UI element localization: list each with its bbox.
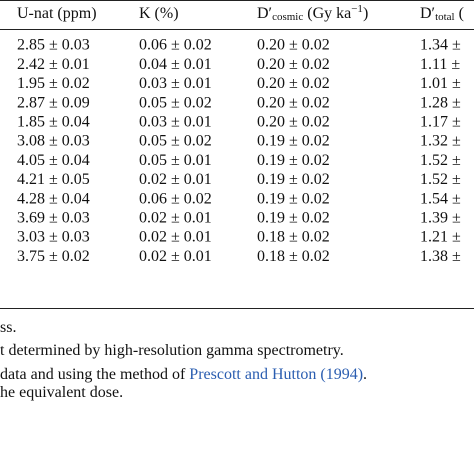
text-run: data and using the method of (0, 366, 189, 383)
table-cell: 0.19 ± 0.02 (257, 152, 330, 169)
footnote: data and using the method of Prescott an… (0, 366, 367, 383)
table-cell: 0.02 ± 0.01 (139, 171, 212, 188)
table-cell: 1.21 ± (420, 229, 461, 246)
table-cell: 0.20 ± 0.02 (257, 94, 330, 111)
subscript: total (435, 11, 455, 23)
table-cell: 1.54 ± (420, 190, 461, 207)
table-cell: 0.02 ± 0.01 (139, 229, 212, 246)
text-run: ss. (0, 319, 16, 336)
table-cell: 0.20 ± 0.02 (257, 56, 330, 73)
table-cell: 0.19 ± 0.02 (257, 133, 330, 150)
table-cell: 1.38 ± (420, 248, 461, 265)
table-cell: 1.85 ± 0.04 (17, 113, 90, 130)
table-cell: 0.19 ± 0.02 (257, 171, 330, 188)
text-run: t determined by high-resolution gamma sp… (0, 342, 344, 359)
table-cell: 1.34 ± (420, 37, 461, 54)
footnote: he equivalent dose. (0, 384, 123, 401)
table-cell: 3.75 ± 0.02 (17, 248, 90, 265)
table-cell: 0.20 ± 0.02 (257, 75, 330, 92)
superscript: −1 (351, 3, 363, 15)
table-cell: 1.39 ± (420, 209, 461, 226)
table-cell: 0.03 ± 0.01 (139, 113, 212, 130)
text-run: K (%) (139, 5, 179, 22)
table-cell: 1.11 ± (420, 56, 460, 73)
subscript: cosmic (272, 11, 303, 23)
table-cell: 1.32 ± (420, 133, 461, 150)
table-cell: 0.04 ± 0.01 (139, 56, 212, 73)
text-run: . (363, 366, 367, 383)
table-cell: 1.52 ± (420, 152, 461, 169)
table-cell: 3.03 ± 0.03 (17, 229, 90, 246)
table-cell: 0.20 ± 0.02 (257, 37, 330, 54)
table-cell: 2.85 ± 0.03 (17, 37, 90, 54)
column-header: U-nat (ppm) (17, 5, 97, 22)
text-run: D′ (257, 5, 272, 22)
table-cell: 1.28 ± (420, 94, 461, 111)
table-cell: 0.20 ± 0.02 (257, 113, 330, 130)
text-run: ( (455, 5, 464, 22)
table-cell: 0.05 ± 0.01 (139, 152, 212, 169)
table-cell: 4.28 ± 0.04 (17, 190, 90, 207)
table-cell: 2.87 ± 0.09 (17, 94, 90, 111)
column-header: K (%) (139, 5, 179, 22)
text-run: (Gy ka (303, 5, 351, 22)
column-header: D′total ( (420, 5, 464, 23)
table-cell: 0.02 ± 0.01 (139, 248, 212, 265)
table-cell: 0.03 ± 0.01 (139, 75, 212, 92)
text-run: U-nat (ppm) (17, 5, 97, 22)
table-cell: 3.08 ± 0.03 (17, 133, 90, 150)
table-cell: 0.06 ± 0.02 (139, 37, 212, 54)
table-cell: 1.17 ± (420, 113, 461, 130)
table-cell: 2.42 ± 0.01 (17, 56, 90, 73)
footnote: t determined by high-resolution gamma sp… (0, 342, 344, 359)
text-run: ) (363, 5, 368, 22)
table-cell: 0.18 ± 0.02 (257, 248, 330, 265)
text-run: he equivalent dose. (0, 384, 123, 401)
table-cell: 0.05 ± 0.02 (139, 133, 212, 150)
table-cell: 0.06 ± 0.02 (139, 190, 212, 207)
table-cell: 3.69 ± 0.03 (17, 209, 90, 226)
table-cell: 1.52 ± (420, 171, 461, 188)
table-cell: 4.21 ± 0.05 (17, 171, 90, 188)
table-cell: 0.18 ± 0.02 (257, 229, 330, 246)
footnote: ss. (0, 319, 16, 336)
table-cell: 1.95 ± 0.02 (17, 75, 90, 92)
column-header: D′cosmic (Gy ka−1) (257, 3, 368, 23)
citation-link[interactable]: Prescott and Hutton (1994) (189, 366, 363, 383)
table-cell: 4.05 ± 0.04 (17, 152, 90, 169)
table-cell: 1.01 ± (420, 75, 461, 92)
table-cell: 0.19 ± 0.02 (257, 209, 330, 226)
table-cell: 0.19 ± 0.02 (257, 190, 330, 207)
table-cell: 0.05 ± 0.02 (139, 94, 212, 111)
text-run: D′ (420, 5, 435, 22)
table-cell: 0.02 ± 0.01 (139, 209, 212, 226)
